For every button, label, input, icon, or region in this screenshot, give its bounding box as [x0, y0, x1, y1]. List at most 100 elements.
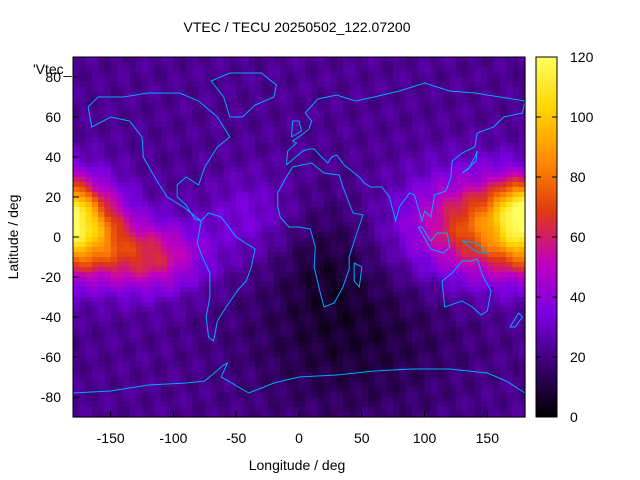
- heatmap-cell: [299, 237, 306, 243]
- heatmap-cell: [173, 177, 181, 183]
- heatmap-cell: [129, 132, 137, 138]
- heatmap-cell: [73, 262, 80, 268]
- heatmap-cell: [273, 87, 281, 93]
- heatmap-cell: [179, 367, 187, 373]
- heatmap-cell: [255, 122, 262, 128]
- heatmap-cell: [418, 177, 426, 183]
- heatmap-cell: [267, 282, 275, 288]
- heatmap-cell: [368, 62, 375, 68]
- heatmap-cell: [192, 72, 200, 78]
- heatmap-cell: [474, 282, 482, 288]
- heatmap-cell: [330, 162, 338, 168]
- heatmap-cell: [299, 282, 306, 288]
- heatmap-cell: [292, 162, 300, 168]
- heatmap-cell: [129, 57, 137, 63]
- heatmap-cell: [493, 392, 501, 398]
- heatmap-cell: [487, 117, 495, 123]
- heatmap-cell: [349, 347, 357, 353]
- heatmap-cell: [374, 87, 382, 93]
- heatmap-cell: [110, 187, 118, 193]
- heatmap-cell: [518, 342, 526, 348]
- heatmap-cell: [393, 87, 401, 93]
- heatmap-cell: [361, 377, 369, 383]
- heatmap-cell: [179, 247, 187, 253]
- heatmap-cell: [173, 227, 181, 233]
- heatmap-cell: [286, 347, 294, 353]
- heatmap-cell: [167, 332, 175, 338]
- heatmap-cell: [79, 217, 87, 223]
- heatmap-cell: [418, 237, 426, 243]
- heatmap-cell: [179, 97, 187, 103]
- heatmap-cell: [154, 167, 162, 173]
- heatmap-cell: [160, 337, 168, 343]
- heatmap-cell: [518, 177, 526, 183]
- heatmap-cell: [85, 72, 93, 78]
- heatmap-cell: [299, 112, 306, 118]
- heatmap-cell: [393, 357, 401, 363]
- heatmap-cell: [342, 92, 350, 98]
- heatmap-cell: [223, 77, 231, 83]
- heatmap-cell: [217, 92, 225, 98]
- heatmap-cell: [487, 72, 495, 78]
- heatmap-cell: [261, 72, 269, 78]
- heatmap-cell: [116, 207, 124, 213]
- heatmap-cell: [229, 197, 237, 203]
- heatmap-cell: [98, 247, 105, 253]
- heatmap-cell: [255, 62, 262, 68]
- heatmap-cell: [342, 97, 350, 103]
- heatmap-cell: [468, 232, 476, 238]
- heatmap-cell: [481, 387, 488, 393]
- heatmap-cell: [342, 302, 350, 308]
- heatmap-cell: [286, 322, 294, 328]
- heatmap-cell: [317, 177, 325, 183]
- heatmap-cell: [512, 207, 520, 213]
- heatmap-cell: [324, 172, 331, 178]
- heatmap-cell: [481, 372, 488, 378]
- heatmap-cell: [474, 267, 482, 273]
- heatmap-cell: [349, 132, 357, 138]
- heatmap-cell: [280, 147, 288, 153]
- heatmap-cell: [236, 117, 244, 123]
- heatmap-cell: [73, 307, 80, 313]
- heatmap-cell: [116, 317, 124, 323]
- heatmap-cell: [280, 237, 288, 243]
- heatmap-cell: [286, 287, 294, 293]
- heatmap-cell: [368, 67, 375, 73]
- heatmap-cell: [462, 92, 470, 98]
- heatmap-cell: [330, 112, 338, 118]
- heatmap-cell: [248, 177, 256, 183]
- heatmap-cell: [135, 77, 143, 83]
- heatmap-cell: [261, 152, 269, 158]
- heatmap-cell: [386, 357, 394, 363]
- heatmap-cell: [330, 367, 338, 373]
- heatmap-cell: [368, 307, 375, 313]
- heatmap-cell: [380, 117, 388, 123]
- heatmap-cell: [305, 222, 313, 228]
- heatmap-cell: [85, 232, 93, 238]
- heatmap-cell: [474, 142, 482, 148]
- heatmap-cell: [405, 262, 413, 268]
- heatmap-cell: [305, 302, 313, 308]
- heatmap-cell: [204, 187, 212, 193]
- heatmap-cell: [430, 382, 438, 388]
- heatmap-cell: [474, 367, 482, 373]
- heatmap-cell: [299, 337, 306, 343]
- heatmap-cell: [273, 67, 281, 73]
- heatmap-cell: [462, 172, 470, 178]
- heatmap-cell: [317, 372, 325, 378]
- heatmap-cell: [192, 122, 200, 128]
- heatmap-cell: [129, 137, 137, 143]
- heatmap-cell: [116, 87, 124, 93]
- heatmap-cell: [317, 272, 325, 278]
- heatmap-cell: [135, 97, 143, 103]
- heatmap-cell: [437, 397, 444, 403]
- heatmap-cell: [361, 317, 369, 323]
- heatmap-cell: [148, 392, 156, 398]
- heatmap-cell: [506, 187, 514, 193]
- heatmap-cell: [449, 292, 457, 298]
- heatmap-cell: [361, 142, 369, 148]
- heatmap-cell: [311, 92, 319, 98]
- heatmap-cell: [506, 62, 514, 68]
- heatmap-cell: [499, 242, 507, 248]
- heatmap-cell: [355, 322, 363, 328]
